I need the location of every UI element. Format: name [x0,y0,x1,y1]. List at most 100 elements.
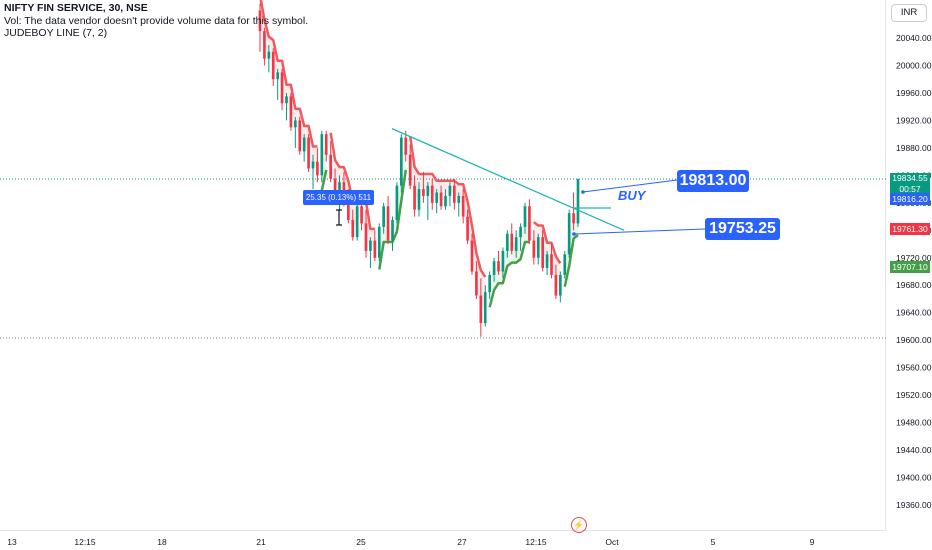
callout-arrow-lower [573,228,706,235]
candle-body [576,179,580,224]
callout-lower: 19753.25 [705,218,780,240]
candle-body [475,271,478,296]
x-tick-label: 21 [256,537,266,547]
callout-upper: 19813.00 [677,170,749,192]
candle-body [289,96,293,128]
candle-body [400,137,403,186]
candle-body [536,237,540,258]
x-tick-label: 25 [356,537,366,547]
candle-body [439,192,443,207]
trail-fill-red [330,132,375,250]
callout-arrow-upper [582,179,678,193]
candle-body [280,72,284,104]
candle-body [457,195,461,203]
candle-body [488,274,491,293]
y-tick-label: 19400.00 [896,473,932,483]
trail-fill-green [379,146,406,270]
candles [258,3,580,337]
candle-body [386,206,390,241]
indicator-label[interactable]: JUDEBOY LINE (7, 2) [4,27,108,39]
candle-body [351,219,355,238]
chart-title: NIFTY FIN SERVICE, 30, NSE [4,2,148,14]
candle-body [497,261,500,272]
x-tick-label: 18 [157,537,167,547]
green-level-label: 19707.10 [890,261,930,273]
candle-body [373,240,377,258]
trail-line-red [533,221,562,264]
y-tick-label: 19720.00 [896,253,932,263]
candle-body [448,185,452,196]
candle-body [307,137,310,169]
candle-body [267,51,271,59]
trail-fill-green [489,216,530,308]
x-tick-label: 27 [457,537,467,547]
x-tick-label: 12:15 [525,537,547,547]
y-tick-label: 19600.00 [896,335,932,345]
y-tick-label: 19560.00 [896,363,932,373]
candle-body [554,274,558,296]
candle-body [347,202,350,220]
y-tick-label: 20000.00 [896,60,932,70]
candle-body [453,185,456,203]
y-tick-label: 19960.00 [896,88,932,98]
y-tick-label: 19880.00 [896,143,932,153]
trail-line-green [563,234,579,287]
candle-body [523,206,527,227]
candle-body [514,237,518,251]
measure-tooltip: 25.35 (0.13%) 511 [303,190,374,205]
y-tick-label: 19680.00 [896,280,932,290]
candle-body [545,254,549,269]
y-tick-label: 20040.00 [896,33,932,43]
candle-body [338,182,341,196]
candle-body [311,161,315,169]
candle-body [422,189,425,196]
candle-body [329,154,332,179]
candle-body [519,226,522,238]
candle-body [479,295,483,324]
candle-body [435,192,438,203]
y-tick-label: 19640.00 [896,308,932,318]
last-price-value: 19834.55 [892,173,928,183]
y-tick-label: 19520.00 [896,390,932,400]
candle-body [271,51,275,80]
candle-body [391,219,394,241]
trail-line-red [259,0,318,148]
candle-body [377,226,381,258]
candle-body [316,161,319,176]
candle-body [404,137,408,155]
candle-body [258,10,262,32]
candle-body [506,233,509,251]
candle-body [444,195,447,207]
candle-body [395,185,399,220]
candle-body [567,213,571,255]
candle-body [528,206,531,241]
candle-body [324,134,328,155]
flash-icon[interactable]: ⚡ [571,517,587,533]
x-axis: 13 12:15 18 21 25 27 12:15 Oct 5 9 [7,537,814,547]
y-tick-label: 19360.00 [896,500,932,510]
text-cursor-icon [336,209,342,226]
x-tick-label: 12:15 [74,537,96,547]
candle-body [466,216,469,241]
countdown: 00:57 [899,184,921,194]
trail-fill-red [410,136,486,310]
candle-body [430,185,434,203]
candle-body [263,31,266,59]
candle-body [550,254,553,275]
x-tick-label: 9 [810,537,815,547]
candle-body [563,254,567,275]
trail-line-green [488,240,530,308]
candle-body [426,185,430,196]
callout-anchor-upper [581,190,585,194]
x-tick-label: 5 [711,537,716,547]
candle-body [355,206,359,238]
trend-line[interactable] [391,128,625,231]
last-price-label: 19834.55 00:57 [890,173,930,195]
candle-body [470,240,474,272]
candle-body [417,189,421,210]
candle-body [541,237,544,269]
currency-button[interactable]: INR [891,4,927,22]
callout-anchor-lower [572,232,576,236]
y-tick-label: 19920.00 [896,115,932,125]
